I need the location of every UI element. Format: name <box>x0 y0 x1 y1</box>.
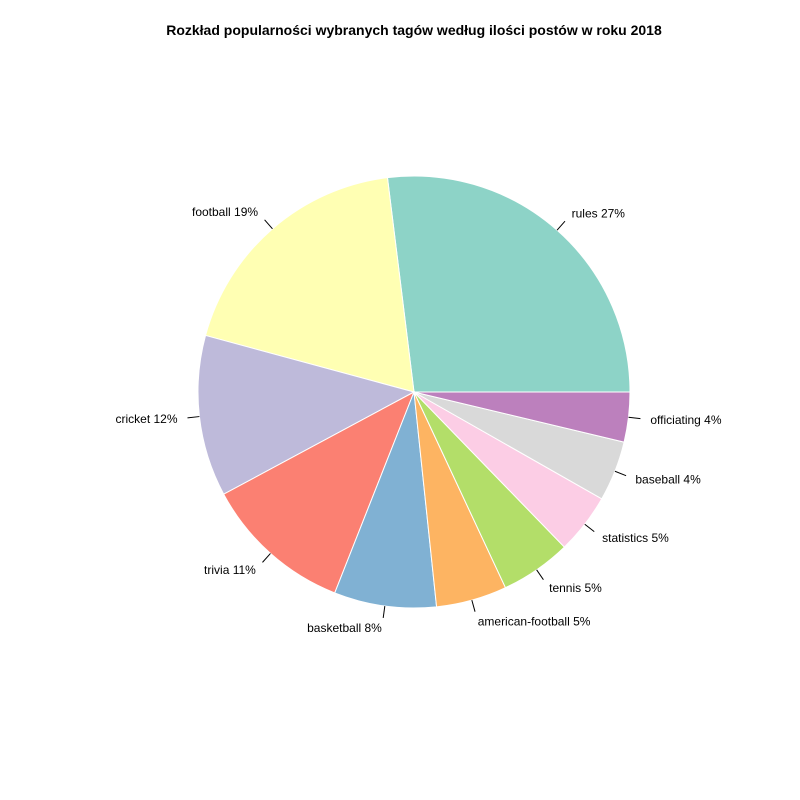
leader-line-statistics <box>584 523 595 533</box>
slice-label-officiating: officiating 4% <box>650 413 721 427</box>
pie-slice-basketball <box>334 391 438 609</box>
slice-label-baseball: baseball 4% <box>635 472 701 486</box>
leader-line-basketball <box>382 605 386 618</box>
pie-slice-officiating <box>413 391 631 443</box>
slice-label-tennis: tennis 5% <box>549 581 602 595</box>
leader-line-tennis <box>536 569 544 580</box>
pie-slices <box>197 175 631 609</box>
slice-label-trivia: trivia 11% <box>204 563 256 577</box>
slice-label-basketball: basketball 8% <box>307 621 382 635</box>
pie-slice-trivia <box>223 390 415 594</box>
slice-label-football: football 19% <box>192 205 258 219</box>
leader-line-rules <box>556 220 566 231</box>
leader-line-trivia <box>262 553 271 563</box>
slice-label-cricket: cricket 12% <box>116 412 178 426</box>
slice-label-rules: rules 27% <box>572 207 626 221</box>
leader-line-officiating <box>628 416 641 420</box>
slice-label-american-football: american-football 5% <box>478 614 591 628</box>
pie-slice-football <box>204 177 415 393</box>
pie-leader-lines <box>187 219 641 618</box>
leader-line-baseball <box>614 470 627 477</box>
leader-line-football <box>264 219 273 230</box>
leader-line-cricket <box>187 416 200 419</box>
slice-label-statistics: statistics 5% <box>602 531 669 545</box>
chart-title: Rozkład popularności wybranych tagów wed… <box>166 22 662 38</box>
pie-slice-rules <box>386 175 631 393</box>
leader-line-american-football <box>471 599 476 612</box>
pie-labels: rules 27% football 19% cricket 12% trivia 1… <box>116 205 722 635</box>
